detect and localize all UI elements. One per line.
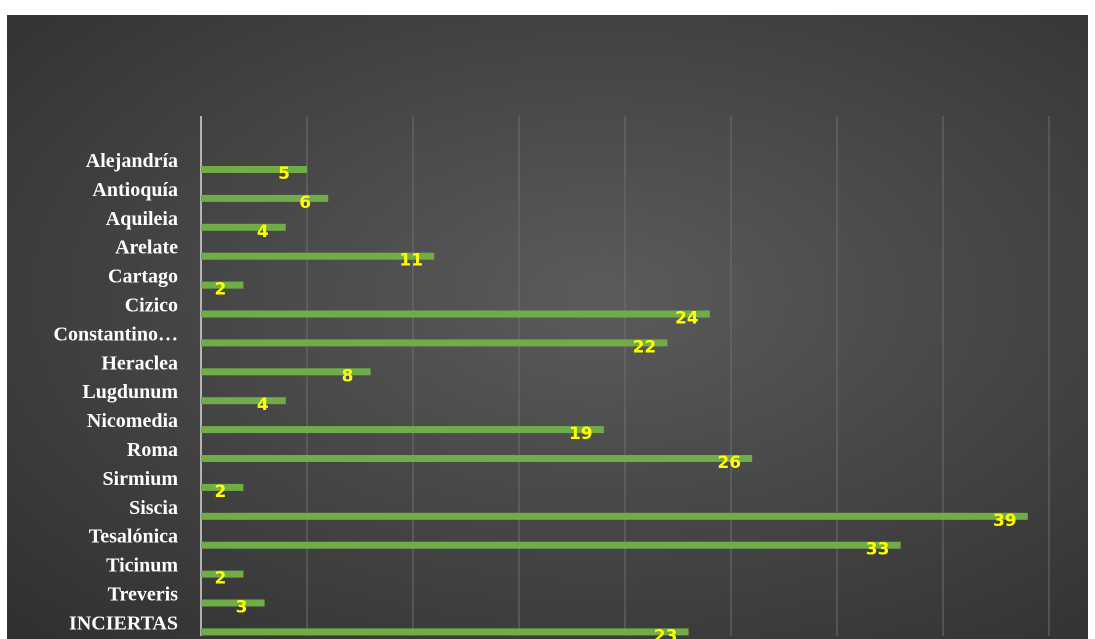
bar xyxy=(201,310,710,318)
value-label: 3 xyxy=(236,598,248,618)
category-label: Roma xyxy=(127,439,178,461)
category-label: Cizico xyxy=(125,295,178,317)
value-label: 5 xyxy=(278,164,290,184)
value-label: 2 xyxy=(214,569,226,589)
value-label: 8 xyxy=(342,366,354,386)
category-label: Tesalónica xyxy=(89,526,178,548)
value-label: 2 xyxy=(214,482,226,502)
value-label: 4 xyxy=(257,222,269,242)
bar xyxy=(201,339,668,347)
bar xyxy=(201,252,435,260)
bar xyxy=(201,483,244,491)
category-label: Arelate xyxy=(115,237,178,259)
value-label: 11 xyxy=(399,251,423,271)
value-label: 4 xyxy=(257,395,269,415)
bar xyxy=(201,628,689,636)
value-label: 23 xyxy=(654,626,678,639)
category-label: Sirmium xyxy=(102,468,178,490)
category-label: Aquileia xyxy=(106,208,178,230)
bar xyxy=(201,194,329,202)
value-label: 22 xyxy=(633,337,657,357)
category-label: Alejandría xyxy=(86,150,178,172)
bar xyxy=(201,570,244,578)
bar xyxy=(201,397,286,405)
bar xyxy=(201,281,244,289)
category-label: Heraclea xyxy=(101,352,178,374)
category-label: Cartago xyxy=(108,266,178,288)
category-label: Antioquía xyxy=(92,179,178,201)
value-label: 24 xyxy=(675,309,699,329)
chart-area xyxy=(7,15,1088,639)
bar xyxy=(201,512,1028,520)
bar xyxy=(201,223,286,231)
category-label: Nicomedia xyxy=(87,410,178,432)
bar xyxy=(201,541,901,549)
category-label: Constantino… xyxy=(54,323,178,345)
category-label: Ticinum xyxy=(106,555,178,577)
value-label: 39 xyxy=(993,511,1017,531)
value-label: 19 xyxy=(569,424,593,444)
bar xyxy=(201,426,604,434)
value-label: 6 xyxy=(299,193,311,213)
category-label: Siscia xyxy=(129,497,178,519)
bar xyxy=(201,599,265,607)
bar xyxy=(201,166,307,173)
bars-group xyxy=(201,166,1028,636)
bar xyxy=(201,455,753,462)
value-label: 26 xyxy=(717,453,741,473)
bar xyxy=(201,368,371,376)
value-label: 33 xyxy=(866,540,890,560)
category-label: INCIERTAS xyxy=(69,612,178,634)
category-label: Treveris xyxy=(108,584,179,606)
category-label: Lugdunum xyxy=(82,381,178,403)
gridlines xyxy=(306,116,1050,636)
category-labels: Alejandría Antioquía Aquileia Arelate Cartag… xyxy=(54,150,179,634)
value-label: 2 xyxy=(214,280,226,300)
